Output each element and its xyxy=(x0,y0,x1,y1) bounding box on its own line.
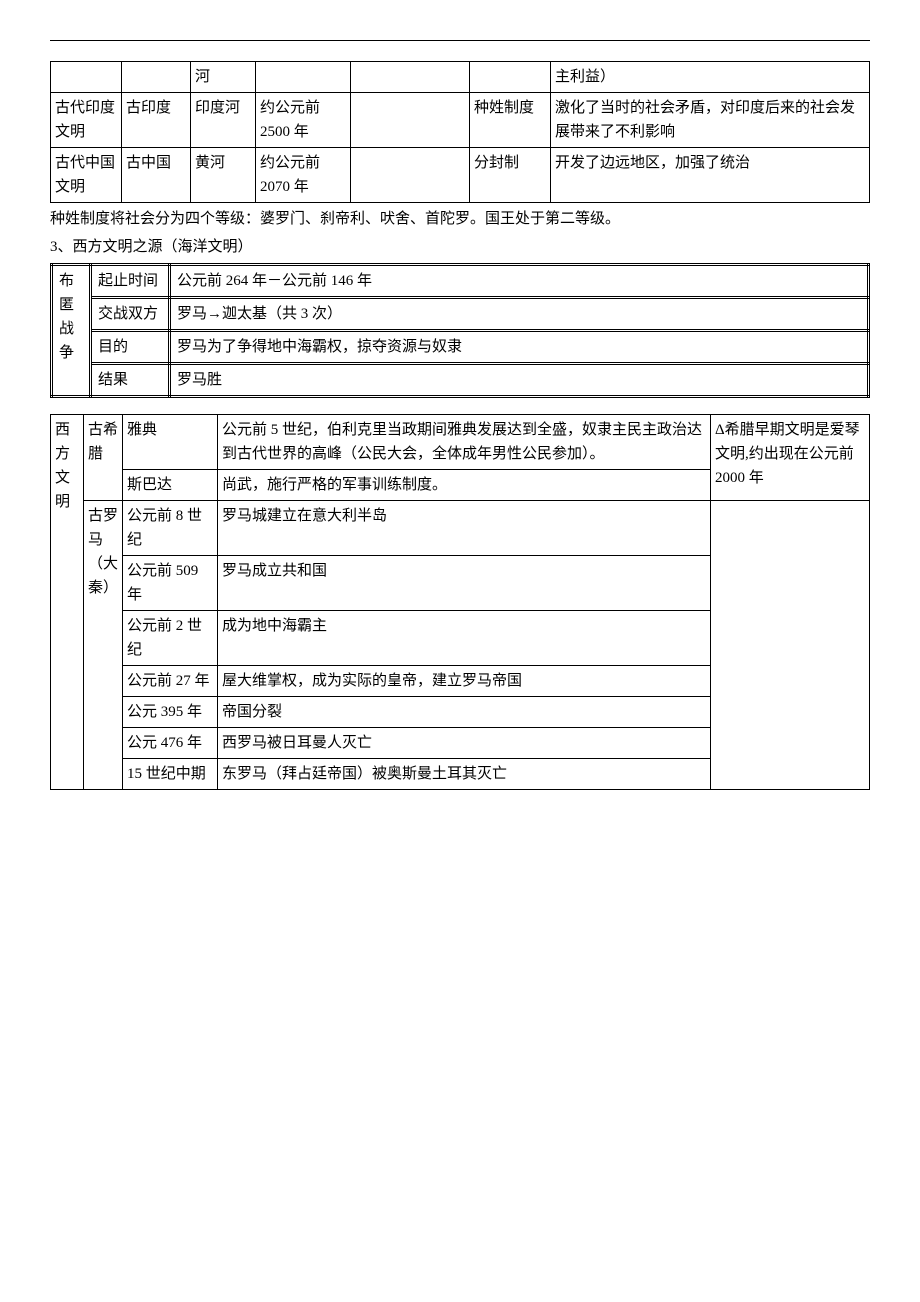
cell: 公元前 2 世纪 xyxy=(123,611,218,666)
cell xyxy=(256,62,351,93)
cell: 公元前 27 年 xyxy=(123,666,218,697)
cell: 公元前 8 世纪 xyxy=(123,501,218,556)
table-row: 古代印度文明 古印度 印度河 约公元前 2500 年 种姓制度 激化了当时的社会… xyxy=(51,93,870,148)
cell: 激化了当时的社会矛盾，对印度后来的社会发展带来了不利影响 xyxy=(551,93,870,148)
cell: 印度河 xyxy=(191,93,256,148)
cell: 交战双方 xyxy=(91,298,170,331)
cell: 约公元前 2500 年 xyxy=(256,93,351,148)
cell xyxy=(351,148,470,203)
cell: 公元前 509 年 xyxy=(123,556,218,611)
ancient-civilizations-table: 河 主利益） 古代印度文明 古印度 印度河 约公元前 2500 年 种姓制度 激… xyxy=(50,61,870,203)
cell: 主利益） xyxy=(551,62,870,93)
cell: 公元 476 年 xyxy=(123,728,218,759)
table-row: 古罗马（大秦） 公元前 8 世纪 罗马城建立在意大利半岛 xyxy=(51,501,870,556)
cell: 西罗马被日耳曼人灭亡 xyxy=(218,728,711,759)
top-rule xyxy=(50,40,870,41)
cell: 尚武，施行严格的军事训练制度。 xyxy=(218,470,711,501)
cell: 黄河 xyxy=(191,148,256,203)
empty-cell xyxy=(711,501,870,790)
cell: 罗马胜 xyxy=(170,364,869,397)
cell: 斯巴达 xyxy=(123,470,218,501)
table-row: 目的 罗马为了争得地中海霸权，掠夺资源与奴隶 xyxy=(52,331,869,364)
cell: 分封制 xyxy=(470,148,551,203)
cell: 罗马为了争得地中海霸权，掠夺资源与奴隶 xyxy=(170,331,869,364)
cell: 罗马→迦太基（共 3 次） xyxy=(170,298,869,331)
table-row: 西方文明 古希腊 雅典 公元前 5 世纪，伯利克里当政期间雅典发展达到全盛，奴隶… xyxy=(51,415,870,470)
sub-label-greece: 古希腊 xyxy=(84,415,123,501)
cell: 帝国分裂 xyxy=(218,697,711,728)
cell: 成为地中海霸主 xyxy=(218,611,711,666)
cell: 古代中国文明 xyxy=(51,148,122,203)
cell xyxy=(470,62,551,93)
cell: 起止时间 xyxy=(91,265,170,298)
table-row: 河 主利益） xyxy=(51,62,870,93)
table-row: 交战双方 罗马→迦太基（共 3 次） xyxy=(52,298,869,331)
cell xyxy=(51,62,122,93)
sub-label-rome: 古罗马（大秦） xyxy=(84,501,123,790)
table-row: 古代中国文明 古中国 黄河 约公元前 2070 年 分封制 开发了边远地区，加强… xyxy=(51,148,870,203)
cell: 雅典 xyxy=(123,415,218,470)
section-heading-3: 3、西方文明之源（海洋文明） xyxy=(50,235,870,259)
table-row: 布匿战争 起止时间 公元前 264 年－公元前 146 年 xyxy=(52,265,869,298)
cell xyxy=(351,62,470,93)
cell: 约公元前 2070 年 xyxy=(256,148,351,203)
cell: 古中国 xyxy=(122,148,191,203)
cell: 15 世纪中期 xyxy=(123,759,218,790)
cell: 种姓制度 xyxy=(470,93,551,148)
cell: 河 xyxy=(191,62,256,93)
note-cell: Δ希腊早期文明是爱琴文明,约出现在公元前 2000 年 xyxy=(711,415,870,501)
punic-wars-table: 布匿战争 起止时间 公元前 264 年－公元前 146 年 交战双方 罗马→迦太… xyxy=(50,263,870,398)
cell xyxy=(122,62,191,93)
cell: 古代印度文明 xyxy=(51,93,122,148)
caste-paragraph: 种姓制度将社会分为四个等级：婆罗门、刹帝利、吠舍、首陀罗。国王处于第二等级。 xyxy=(50,207,870,231)
table-row: 结果 罗马胜 xyxy=(52,364,869,397)
cell: 目的 xyxy=(91,331,170,364)
cell: 东罗马（拜占廷帝国）被奥斯曼土耳其灭亡 xyxy=(218,759,711,790)
cell: 罗马成立共和国 xyxy=(218,556,711,611)
cell xyxy=(351,93,470,148)
cell: 古印度 xyxy=(122,93,191,148)
cell: 开发了边远地区，加强了统治 xyxy=(551,148,870,203)
cell: 公元前 5 世纪，伯利克里当政期间雅典发展达到全盛，奴隶主民主政治达到古代世界的… xyxy=(218,415,711,470)
cell: 公元前 264 年－公元前 146 年 xyxy=(170,265,869,298)
cell: 公元 395 年 xyxy=(123,697,218,728)
cell: 结果 xyxy=(91,364,170,397)
cell: 屋大维掌权，成为实际的皇帝，建立罗马帝国 xyxy=(218,666,711,697)
cell: 罗马城建立在意大利半岛 xyxy=(218,501,711,556)
side-label: 西方文明 xyxy=(51,415,84,790)
side-label: 布匿战争 xyxy=(52,265,91,397)
western-civilization-table: 西方文明 古希腊 雅典 公元前 5 世纪，伯利克里当政期间雅典发展达到全盛，奴隶… xyxy=(50,414,870,790)
